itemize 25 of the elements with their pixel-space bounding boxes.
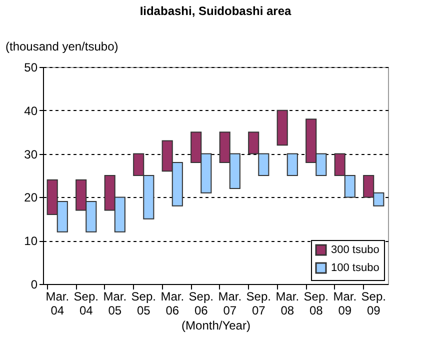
y-tick-label: 0	[30, 278, 38, 292]
legend-label: 100 tsubo	[331, 262, 380, 274]
x-tick-label: Mar. 05	[103, 290, 127, 318]
bar	[286, 153, 298, 176]
chart-title: Iidabashi, Suidobashi area	[140, 4, 292, 18]
y-tick-label: 40	[24, 104, 38, 118]
x-tick-label: Mar. 06	[160, 290, 184, 318]
y-tick-label: 50	[24, 60, 38, 74]
x-tick-label: Mar. 04	[46, 290, 70, 318]
x-tick-label: Sep. 07	[246, 290, 271, 318]
x-tick-label: Sep. 09	[361, 290, 386, 318]
bar	[276, 110, 288, 146]
x-tick-label: Sep. 06	[188, 290, 214, 318]
y-tick-label: 30	[24, 147, 38, 162]
y-axis-title: (thousand yen/tsubo)	[6, 40, 118, 54]
x-tick-label: Mar. 09	[333, 290, 357, 318]
x-tick-label: Sep. 05	[131, 290, 156, 318]
x-tick-label: Sep. 08	[304, 290, 328, 318]
x-tick-label: Mar. 07	[218, 290, 242, 318]
y-tick-label: 20	[24, 190, 38, 205]
x-axis-title: (Month/Year)	[182, 318, 250, 332]
x-tick-label: Sep. 04	[74, 290, 98, 318]
x-tick-label: Mar. 08	[276, 290, 300, 318]
legend-label: 300 tsubo	[331, 244, 380, 256]
y-tick-label: 10	[24, 234, 38, 248]
